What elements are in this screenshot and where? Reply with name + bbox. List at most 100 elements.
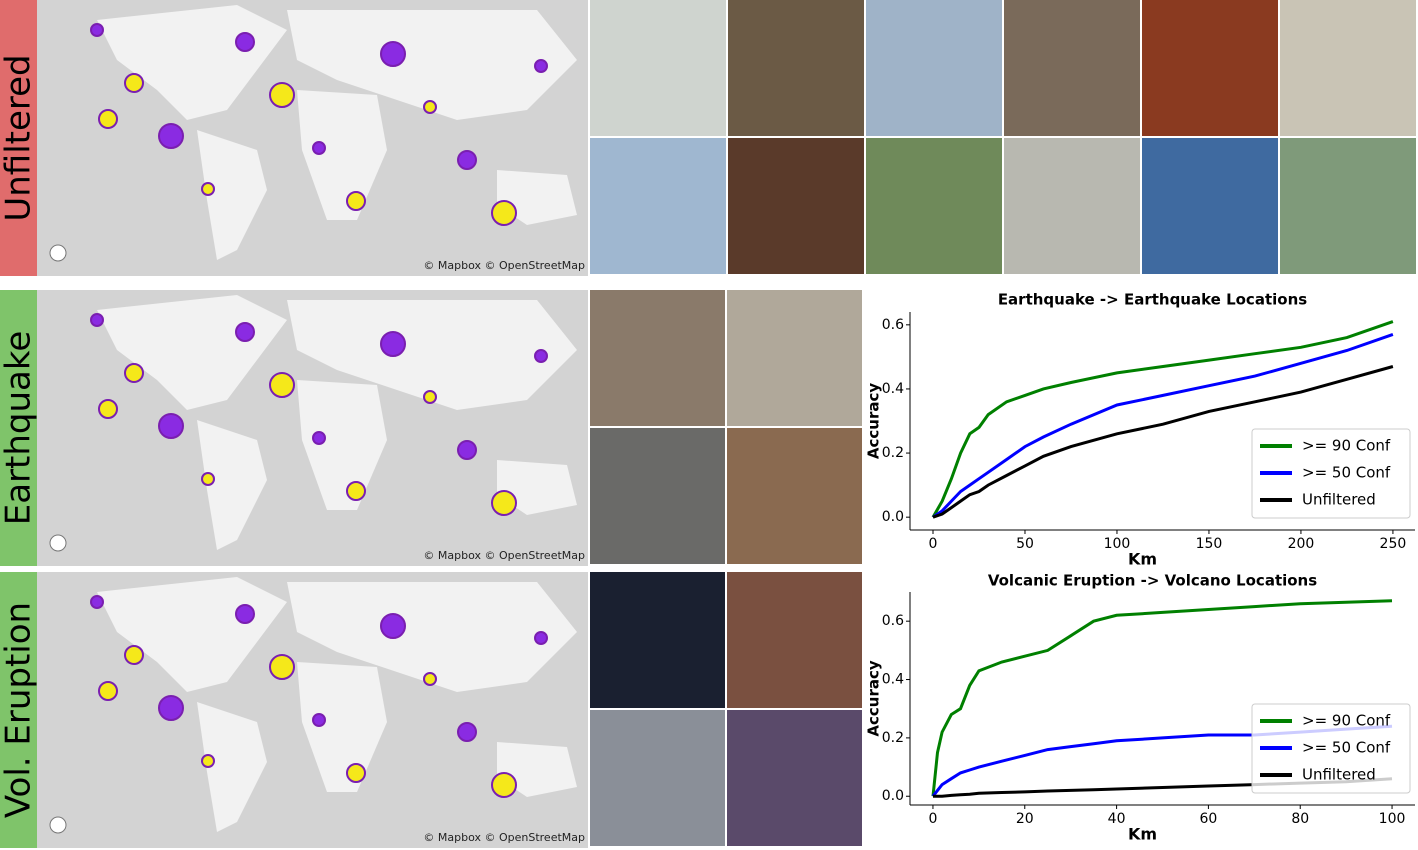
y-tick-label: 0.0: [882, 788, 904, 804]
map-attribution: © Mapbox © OpenStreetMap: [423, 831, 585, 844]
chart-title: Volcanic Eruption -> Volcano Locations: [988, 572, 1317, 590]
x-tick-label: 150: [1196, 536, 1223, 552]
map-hotspot: [124, 363, 144, 383]
y-tick-label: 0.2: [882, 445, 904, 461]
y-tick-label: 0.6: [882, 613, 904, 629]
x-axis-label: Km: [1128, 825, 1157, 844]
photo: [727, 710, 862, 846]
map-hotspot: [158, 123, 184, 149]
legend-label: >= 50 Conf: [1302, 464, 1391, 482]
photo: [1280, 0, 1416, 136]
row-label-bg: [0, 0, 37, 276]
legend-label: >= 90 Conf: [1302, 712, 1391, 730]
map-hotspot: [269, 82, 295, 108]
map-hotspot: [534, 349, 548, 363]
map-hotspot: [491, 772, 517, 798]
map-hotspot: [534, 631, 548, 645]
y-tick-label: 0.4: [882, 672, 904, 688]
legend-label: >= 90 Conf: [1302, 437, 1391, 455]
series-line: [932, 332, 1394, 519]
x-tick-label: 100: [1379, 811, 1406, 827]
map-hotspot: [98, 109, 118, 129]
photo: [1004, 138, 1140, 274]
map-hotspot: [312, 431, 326, 445]
map-hotspot: [380, 613, 406, 639]
photo: [727, 290, 862, 426]
row-label-bg: [0, 290, 37, 566]
x-tick-label: 20: [1016, 811, 1034, 827]
map-hotspot: [346, 481, 366, 501]
map-hotspot: [423, 672, 437, 686]
photo: [590, 290, 725, 426]
map-hotspot: [423, 100, 437, 114]
photo: [590, 710, 725, 846]
map-hotspot: [457, 150, 477, 170]
map-hotspot: [380, 41, 406, 67]
x-tick-label: 50: [1016, 536, 1034, 552]
row-label-bg: [0, 572, 37, 848]
map-hotspot: [346, 191, 366, 211]
map-hotspot: [124, 645, 144, 665]
y-axis-label: Accuracy: [865, 383, 883, 459]
photo: [728, 0, 864, 136]
x-tick-label: 60: [1199, 811, 1217, 827]
series-line: [931, 320, 1394, 518]
world-map: [37, 290, 588, 566]
map-hotspot: [312, 141, 326, 155]
map-logo: [49, 534, 67, 552]
map-hotspot: [312, 713, 326, 727]
x-tick-label: 250: [1380, 536, 1407, 552]
map-hotspot: [90, 313, 104, 327]
photo: [727, 572, 862, 708]
y-tick-label: 0.6: [882, 317, 904, 333]
x-tick-label: 200: [1288, 536, 1315, 552]
map-hotspot: [124, 73, 144, 93]
map-hotspot: [235, 604, 255, 624]
map-hotspot: [201, 472, 215, 486]
map-hotspot: [235, 32, 255, 52]
map-hotspot: [269, 654, 295, 680]
y-tick-label: 0.4: [882, 381, 904, 397]
legend-box: [1251, 428, 1411, 519]
series-line: [932, 365, 1394, 519]
map-hotspot: [201, 754, 215, 768]
map-hotspot: [457, 440, 477, 460]
row-label: Unfiltered: [0, 54, 39, 221]
row-label: Earthquake: [0, 331, 39, 526]
map-hotspot: [491, 490, 517, 516]
photo: [727, 428, 862, 564]
y-tick-label: 0.0: [882, 509, 904, 525]
photo: [866, 138, 1002, 274]
x-axis-label: Km: [1128, 550, 1157, 569]
x-tick-label: 0: [929, 536, 938, 552]
y-axis-label: Accuracy: [865, 660, 883, 736]
photo: [866, 0, 1002, 136]
chart-title: Earthquake -> Earthquake Locations: [998, 291, 1307, 309]
legend-label: Unfiltered: [1302, 766, 1376, 784]
photo: [728, 138, 864, 274]
y-tick-label: 0.2: [882, 730, 904, 746]
photo: [590, 0, 726, 136]
map-hotspot: [423, 390, 437, 404]
map-hotspot: [269, 372, 295, 398]
map-hotspot: [457, 722, 477, 742]
x-tick-label: 80: [1291, 811, 1309, 827]
map-hotspot: [158, 695, 184, 721]
map-hotspot: [98, 681, 118, 701]
photo: [1004, 0, 1140, 136]
map-hotspot: [380, 331, 406, 357]
map-hotspot: [201, 182, 215, 196]
world-map: [37, 0, 588, 276]
map-hotspot: [235, 322, 255, 342]
x-tick-label: 0: [928, 811, 937, 827]
photo: [1280, 138, 1416, 274]
map-attribution: © Mapbox © OpenStreetMap: [423, 549, 585, 562]
photo: [1142, 138, 1278, 274]
legend-label: Unfiltered: [1302, 491, 1376, 509]
legend-label: >= 50 Conf: [1302, 739, 1391, 757]
map-hotspot: [90, 23, 104, 37]
map-hotspot: [534, 59, 548, 73]
photo: [590, 138, 726, 274]
map-hotspot: [98, 399, 118, 419]
